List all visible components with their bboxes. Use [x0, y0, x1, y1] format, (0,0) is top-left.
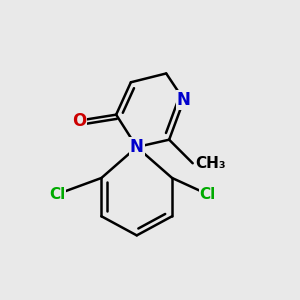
Text: Cl: Cl: [49, 187, 65, 202]
Text: N: N: [177, 91, 191, 109]
Text: CH₃: CH₃: [196, 156, 226, 171]
Text: N: N: [130, 138, 144, 156]
Text: O: O: [72, 112, 86, 130]
Text: Cl: Cl: [199, 187, 215, 202]
